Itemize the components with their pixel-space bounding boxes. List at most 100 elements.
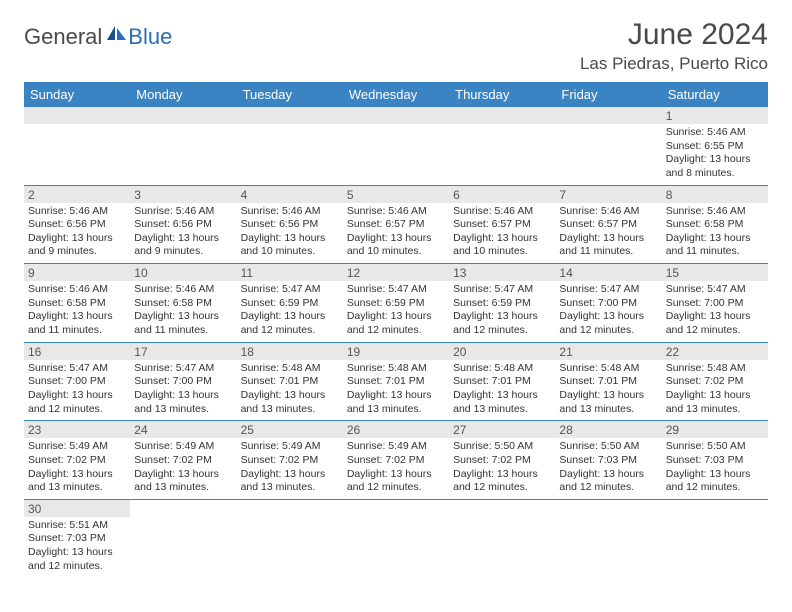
calendar-cell: 13Sunrise: 5:47 AMSunset: 6:59 PMDayligh… <box>449 264 555 343</box>
calendar-cell <box>237 499 343 577</box>
sunrise-line: Sunrise: 5:48 AM <box>559 362 657 376</box>
daylight-line: Daylight: 13 hours and 13 minutes. <box>241 389 339 416</box>
sunrise-line: Sunrise: 5:48 AM <box>241 362 339 376</box>
day-number-bar: 3 <box>130 186 236 203</box>
day-number-bar <box>662 500 768 517</box>
day-number-bar <box>555 107 661 124</box>
daylight-line: Daylight: 13 hours and 10 minutes. <box>453 232 551 259</box>
weekday-header: Wednesday <box>343 82 449 107</box>
day-number-bar: 15 <box>662 264 768 281</box>
daylight-line: Daylight: 13 hours and 13 minutes. <box>666 389 764 416</box>
calendar-cell: 15Sunrise: 5:47 AMSunset: 7:00 PMDayligh… <box>662 264 768 343</box>
day-details: Sunrise: 5:46 AMSunset: 6:56 PMDaylight:… <box>130 203 236 264</box>
sunset-line: Sunset: 7:01 PM <box>559 375 657 389</box>
day-details: Sunrise: 5:46 AMSunset: 6:57 PMDaylight:… <box>555 203 661 264</box>
calendar-week-row: 2Sunrise: 5:46 AMSunset: 6:56 PMDaylight… <box>24 185 768 264</box>
calendar-cell <box>449 107 555 185</box>
sunset-line: Sunset: 7:02 PM <box>241 454 339 468</box>
day-number-bar: 30 <box>24 500 130 517</box>
calendar-cell: 5Sunrise: 5:46 AMSunset: 6:57 PMDaylight… <box>343 185 449 264</box>
weekday-header: Tuesday <box>237 82 343 107</box>
sunset-line: Sunset: 7:02 PM <box>347 454 445 468</box>
daylight-line: Daylight: 13 hours and 12 minutes. <box>559 468 657 495</box>
weekday-header: Saturday <box>662 82 768 107</box>
sunrise-line: Sunrise: 5:46 AM <box>241 205 339 219</box>
day-number-bar: 12 <box>343 264 449 281</box>
sunset-line: Sunset: 6:57 PM <box>347 218 445 232</box>
calendar-cell: 2Sunrise: 5:46 AMSunset: 6:56 PMDaylight… <box>24 185 130 264</box>
sunrise-line: Sunrise: 5:47 AM <box>347 283 445 297</box>
calendar-cell: 26Sunrise: 5:49 AMSunset: 7:02 PMDayligh… <box>343 421 449 500</box>
sunset-line: Sunset: 7:01 PM <box>347 375 445 389</box>
sunset-line: Sunset: 6:57 PM <box>559 218 657 232</box>
day-number-bar: 23 <box>24 421 130 438</box>
daylight-line: Daylight: 13 hours and 13 minutes. <box>453 389 551 416</box>
day-details: Sunrise: 5:48 AMSunset: 7:02 PMDaylight:… <box>662 360 768 421</box>
sunset-line: Sunset: 7:01 PM <box>453 375 551 389</box>
day-details: Sunrise: 5:46 AMSunset: 6:56 PMDaylight:… <box>24 203 130 264</box>
calendar-cell <box>130 107 236 185</box>
sunrise-line: Sunrise: 5:48 AM <box>347 362 445 376</box>
logo-text-general: General <box>24 24 102 50</box>
title-block: June 2024 Las Piedras, Puerto Rico <box>580 18 768 74</box>
daylight-line: Daylight: 13 hours and 9 minutes. <box>28 232 126 259</box>
sunrise-line: Sunrise: 5:46 AM <box>666 205 764 219</box>
calendar-cell: 3Sunrise: 5:46 AMSunset: 6:56 PMDaylight… <box>130 185 236 264</box>
calendar-cell: 21Sunrise: 5:48 AMSunset: 7:01 PMDayligh… <box>555 342 661 421</box>
daylight-line: Daylight: 13 hours and 12 minutes. <box>453 310 551 337</box>
sunset-line: Sunset: 7:01 PM <box>241 375 339 389</box>
sunrise-line: Sunrise: 5:46 AM <box>28 283 126 297</box>
sunset-line: Sunset: 7:02 PM <box>666 375 764 389</box>
daylight-line: Daylight: 13 hours and 11 minutes. <box>134 310 232 337</box>
calendar-week-row: 16Sunrise: 5:47 AMSunset: 7:00 PMDayligh… <box>24 342 768 421</box>
sunrise-line: Sunrise: 5:49 AM <box>241 440 339 454</box>
sunrise-line: Sunrise: 5:47 AM <box>559 283 657 297</box>
brand-logo: General Blue <box>24 24 172 50</box>
day-number-bar: 8 <box>662 186 768 203</box>
calendar-cell: 4Sunrise: 5:46 AMSunset: 6:56 PMDaylight… <box>237 185 343 264</box>
calendar-cell: 20Sunrise: 5:48 AMSunset: 7:01 PMDayligh… <box>449 342 555 421</box>
calendar-cell <box>662 499 768 577</box>
day-number-bar: 20 <box>449 343 555 360</box>
day-details: Sunrise: 5:47 AMSunset: 6:59 PMDaylight:… <box>343 281 449 342</box>
calendar-cell <box>343 499 449 577</box>
day-details: Sunrise: 5:46 AMSunset: 6:57 PMDaylight:… <box>449 203 555 264</box>
day-number-bar: 22 <box>662 343 768 360</box>
sunset-line: Sunset: 7:02 PM <box>28 454 126 468</box>
sunrise-line: Sunrise: 5:47 AM <box>666 283 764 297</box>
day-details: Sunrise: 5:49 AMSunset: 7:02 PMDaylight:… <box>343 438 449 499</box>
day-details: Sunrise: 5:47 AMSunset: 7:00 PMDaylight:… <box>24 360 130 421</box>
day-details: Sunrise: 5:46 AMSunset: 6:57 PMDaylight:… <box>343 203 449 264</box>
location-label: Las Piedras, Puerto Rico <box>580 54 768 74</box>
day-number-bar: 2 <box>24 186 130 203</box>
day-details: Sunrise: 5:46 AMSunset: 6:58 PMDaylight:… <box>24 281 130 342</box>
day-details: Sunrise: 5:47 AMSunset: 6:59 PMDaylight:… <box>449 281 555 342</box>
day-number-bar: 18 <box>237 343 343 360</box>
calendar-week-row: 1Sunrise: 5:46 AMSunset: 6:55 PMDaylight… <box>24 107 768 185</box>
daylight-line: Daylight: 13 hours and 12 minutes. <box>666 468 764 495</box>
day-number-bar <box>555 500 661 517</box>
day-number-bar <box>343 500 449 517</box>
day-details: Sunrise: 5:50 AMSunset: 7:02 PMDaylight:… <box>449 438 555 499</box>
calendar-cell: 19 Sunrise: 5:48 AMSunset: 7:01 PMDayligh… <box>343 342 449 421</box>
calendar-cell: 27Sunrise: 5:50 AMSunset: 7:02 PMDayligh… <box>449 421 555 500</box>
day-number-bar <box>24 107 130 124</box>
logo-text-blue: Blue <box>128 24 172 50</box>
day-number-bar: 26 <box>343 421 449 438</box>
header: General Blue June 2024 Las Piedras, Puer… <box>24 18 768 74</box>
daylight-line: Daylight: 13 hours and 13 minutes. <box>28 468 126 495</box>
day-number-bar: 7 <box>555 186 661 203</box>
sunset-line: Sunset: 6:56 PM <box>241 218 339 232</box>
day-number-bar: 19 <box>343 343 449 360</box>
weekday-header: Friday <box>555 82 661 107</box>
sunrise-line: Sunrise: 5:46 AM <box>666 126 764 140</box>
daylight-line: Daylight: 13 hours and 13 minutes. <box>347 389 445 416</box>
calendar-cell: 17Sunrise: 5:47 AMSunset: 7:00 PMDayligh… <box>130 342 236 421</box>
sunrise-line: Sunrise: 5:50 AM <box>559 440 657 454</box>
calendar-cell: 23Sunrise: 5:49 AMSunset: 7:02 PMDayligh… <box>24 421 130 500</box>
day-details: Sunrise: 5:50 AMSunset: 7:03 PMDaylight:… <box>662 438 768 499</box>
calendar-cell: 1Sunrise: 5:46 AMSunset: 6:55 PMDaylight… <box>662 107 768 185</box>
day-number-bar: 27 <box>449 421 555 438</box>
sunset-line: Sunset: 7:00 PM <box>666 297 764 311</box>
calendar-week-row: 23Sunrise: 5:49 AMSunset: 7:02 PMDayligh… <box>24 421 768 500</box>
